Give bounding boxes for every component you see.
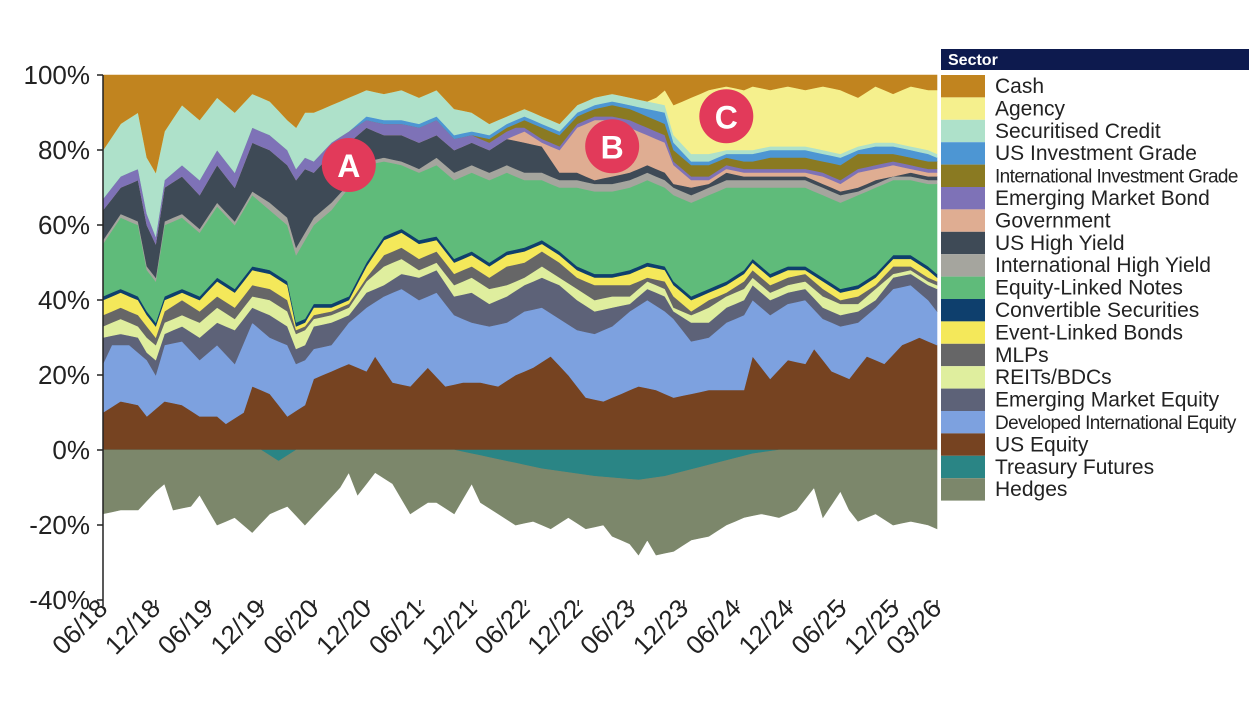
legend-swatch-treasury-futures [941, 455, 985, 479]
annotation-label-a: A [337, 148, 360, 184]
legend-swatch-us-investment-grade [941, 142, 985, 165]
legend-label-international-high-yield: International High Yield [995, 254, 1211, 277]
legend-label-securitised-credit: Securitised Credit [995, 120, 1161, 143]
legend-label-event-linked-bonds: Event-Linked Bonds [995, 321, 1183, 344]
legend-label-hedges: Hedges [995, 478, 1067, 501]
annotation-marker-c [699, 89, 754, 144]
y-tick-label: 100% [24, 60, 91, 90]
legend-label-convertible-securities: Convertible Securities [995, 299, 1199, 322]
legend-swatch-emerging-market-bond [941, 187, 985, 210]
legend-header [941, 49, 1249, 70]
y-tick-label: -20% [29, 510, 90, 540]
legend-label-mlps: MLPs [995, 344, 1049, 367]
legend-swatch-cash [941, 75, 985, 98]
legend-swatch-international-investment-grade [941, 164, 985, 187]
y-tick-label: -40% [29, 585, 90, 615]
legend-swatch-securitised-credit [941, 119, 985, 143]
chart-areas [102, 74, 938, 556]
y-tick-label: 40% [38, 285, 90, 315]
legend-label-international-investment-grade: International Investment Grade [995, 167, 1238, 188]
legend-label-treasury-futures: Treasury Futures [995, 456, 1154, 479]
legend-swatch-emerging-market-equity [941, 388, 985, 411]
area-hedges [102, 449, 938, 556]
legend-label-emerging-market-equity: Emerging Market Equity [995, 389, 1220, 412]
chart-annotations: A B C [321, 89, 754, 192]
legend-swatch-convertible-securities [941, 299, 985, 322]
annotation-marker-a [321, 138, 376, 192]
legend-swatch-government [941, 209, 985, 232]
legend-swatch-international-high-yield [941, 254, 985, 277]
y-tick-label: 20% [38, 360, 90, 390]
legend-swatch-equity-linked-notes [941, 276, 985, 299]
legend-swatch-us-high-yield [941, 231, 985, 255]
legend-label-reits-bdcs: REITs/BDCs [995, 366, 1112, 389]
legend-swatch-developed-international-equity [941, 411, 985, 434]
legend-swatch-us-equity [941, 433, 985, 456]
legend-label-government: Government [995, 209, 1111, 232]
legend-swatch-agency [941, 97, 985, 120]
legend-label-agency: Agency [995, 97, 1066, 120]
y-tick-label: 80% [38, 135, 90, 165]
annotation-label-c: C [715, 99, 738, 135]
annotation-label-b: B [601, 129, 624, 165]
legend-label-emerging-market-bond: Emerging Market Bond [995, 187, 1210, 210]
legend-label-us-high-yield: US High Yield [995, 232, 1125, 255]
legend-label-cash: Cash [995, 75, 1044, 98]
y-tick-label: 0% [52, 435, 90, 465]
legend-swatch-reits-bdcs [941, 366, 985, 389]
legend-swatch-mlps [941, 343, 985, 367]
legend-label-us-equity: US Equity [995, 433, 1089, 456]
area-cash [102, 74, 938, 174]
annotation-marker-b [585, 119, 640, 174]
legend-title: Sector [948, 52, 998, 69]
legend-label-equity-linked-notes: Equity-Linked Notes [995, 277, 1183, 300]
y-tick-label: 60% [38, 210, 90, 240]
legend-swatch-event-linked-bonds [941, 321, 985, 344]
legend-swatch-hedges [941, 478, 985, 501]
legend-label-developed-international-equity: Developed International Equity [995, 413, 1237, 434]
legend-label-us-investment-grade: US Investment Grade [995, 142, 1197, 165]
